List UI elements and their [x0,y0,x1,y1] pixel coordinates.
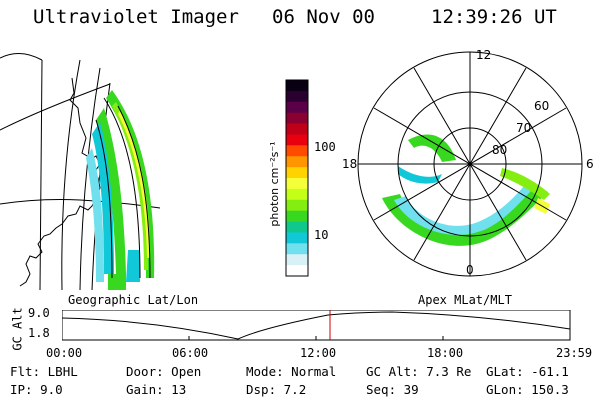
color-scale-band [286,123,308,135]
time-tick-0000: 00:00 [46,346,83,360]
geo-panel-label: Geographic Lat/Lon [68,293,199,307]
info-gc-alt: GC Alt: 7.3 Re [366,364,472,379]
altitude-curve [62,311,571,340]
time-tick-1200: 12:00 [300,346,337,360]
image-time: 12:39:26 UT [431,6,557,28]
color-scale-band [286,101,308,114]
info-ip: IP: 9.0 [10,382,63,397]
polar-grid [357,51,583,277]
mlat-label-60: 60 [534,99,549,113]
alt-tick-high: 9.0 [28,306,50,320]
color-scale-frame [285,79,309,277]
info-glat: GLat: -61.1 [486,364,569,379]
info-filter: Flt: LBHL [10,364,78,379]
color-scale-band [286,145,308,157]
mlat-label-70: 70 [516,121,531,135]
info-gain: Gain: 13 [126,382,187,397]
info-mode: Mode: Normal [246,364,337,379]
color-scale-band [286,232,308,244]
auroral-oval-polar [382,134,550,246]
color-scale-band [286,134,308,146]
time-tick-0600: 06:00 [172,346,209,360]
timeline-ticks [188,336,444,340]
color-scale-band [286,265,308,277]
color-scale-band [286,210,308,223]
coastline [19,77,101,287]
color-scale-band [286,90,308,103]
color-scale-band [286,156,308,168]
image-date: 06 Nov 00 [272,6,375,28]
color-scale-band [286,243,308,255]
color-scale-bands [286,80,308,277]
color-scale-band [286,254,308,266]
alt-tick-low: 1.8 [28,326,50,340]
mlat-label-80: 80 [492,143,507,157]
geographic-auroral-image [0,53,161,290]
color-scale-band [286,221,308,233]
info-glon: GLon: 150.3 [486,382,569,397]
mlt-label-12: 12 [476,48,491,62]
color-scale-band [286,167,308,179]
color-scale-unit: photon cm⁻²s⁻¹ [268,141,281,226]
info-dsp: Dsp: 7.2 [246,382,307,397]
instrument-title: Ultraviolet Imager [33,6,239,28]
color-tick-100: 100 [314,140,336,154]
color-scale-band [286,80,308,92]
time-tick-2359: 23:59 [556,346,593,360]
timeline-frame [62,310,571,341]
mlt-label-6: 6 [586,157,594,171]
info-seq: Seq: 39 [366,382,419,397]
color-scale-band [286,188,308,201]
color-tick-10: 10 [314,228,329,242]
altitude-timeline [62,310,571,341]
alt-axis-label: GC Alt [10,307,25,351]
color-scale-band [286,178,308,190]
color-scale-band [286,199,308,212]
mlt-label-18: 18 [342,157,357,171]
color-scale: photon cm⁻²s⁻¹ [268,79,309,277]
mlt-label-0: 0 [466,263,474,277]
oval-outline-geo [95,97,151,279]
time-tick-1800: 18:00 [427,346,464,360]
color-scale-band [286,112,308,125]
polar-panel-label: Apex MLat/MLT [418,293,512,307]
polar-auroral-image: 12 18 6 0 60 70 80 [342,48,594,277]
info-door: Door: Open [126,364,202,379]
